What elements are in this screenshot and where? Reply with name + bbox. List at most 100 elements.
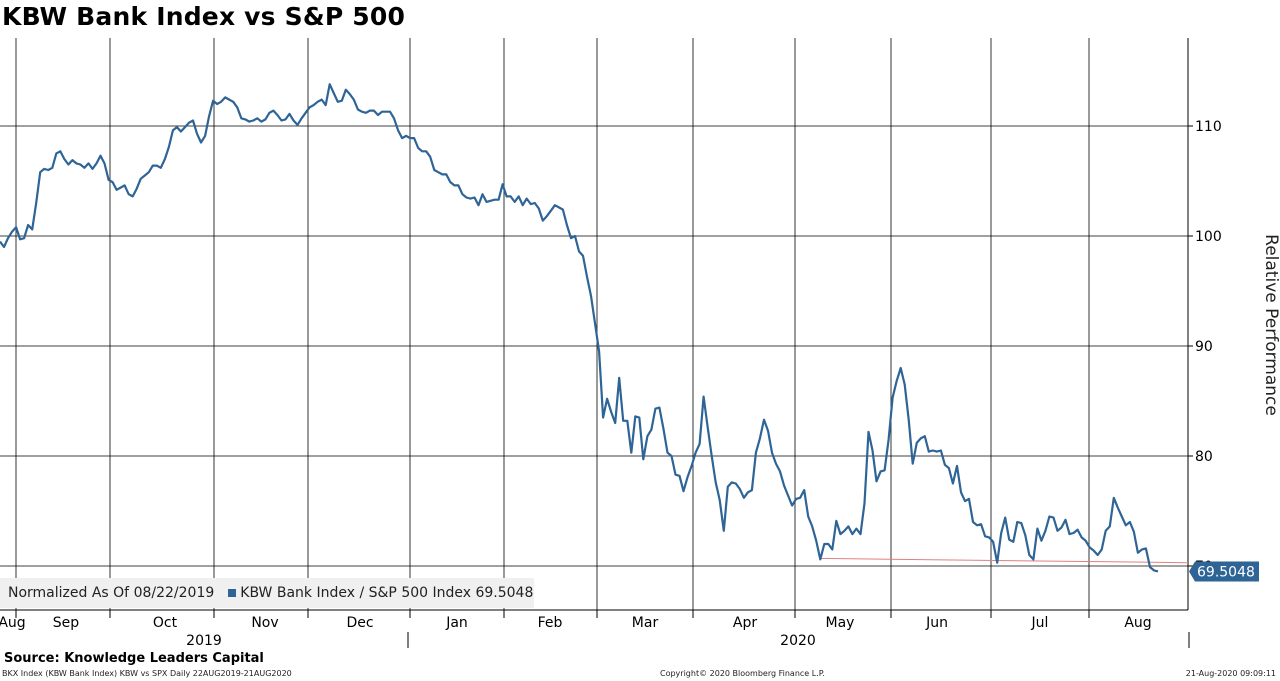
data-point-271 [1089, 546, 1091, 548]
data-point-97 [389, 111, 391, 113]
data-point-172 [691, 465, 693, 467]
data-point-249 [1000, 532, 1002, 534]
data-point-49 [196, 133, 198, 135]
data-point-263 [1057, 530, 1059, 532]
data-point-215 [864, 502, 866, 504]
data-point-72 [289, 113, 291, 115]
data-point-96 [385, 111, 387, 113]
y-axis-label: Relative Performance [1261, 234, 1280, 416]
data-point-103 [413, 137, 415, 139]
data-point-25 [100, 155, 102, 157]
data-point-278 [1117, 507, 1119, 509]
y-tick-label-90: 90 [1195, 339, 1213, 355]
data-point-108 [433, 169, 435, 171]
data-point-268 [1077, 529, 1079, 531]
data-point-6 [23, 237, 25, 239]
data-point-171 [687, 476, 689, 478]
data-point-7 [27, 224, 29, 226]
data-point-217 [872, 450, 874, 452]
chart-title: KBW Bank Index vs S&P 500 [2, 2, 406, 31]
data-point-153 [614, 422, 616, 424]
data-point-235 [944, 464, 946, 466]
data-point-84 [337, 101, 339, 103]
data-point-104 [417, 147, 419, 149]
data-point-257 [1032, 558, 1034, 560]
data-point-190 [763, 419, 765, 421]
data-point-42 [168, 146, 170, 148]
data-point-267 [1073, 532, 1075, 534]
data-point-15 [59, 150, 61, 152]
data-point-19 [75, 162, 77, 164]
data-point-264 [1061, 527, 1063, 529]
data-point-3 [11, 231, 13, 233]
data-point-44 [176, 126, 178, 128]
data-point-241 [968, 498, 970, 500]
data-point-116 [465, 197, 467, 199]
data-point-177 [711, 455, 713, 457]
data-point-143 [574, 235, 576, 237]
data-point-201 [807, 516, 809, 518]
data-point-183 [735, 483, 737, 485]
data-point-33 [132, 195, 134, 197]
data-point-105 [421, 150, 423, 152]
data-point-73 [293, 120, 295, 122]
data-point-196 [787, 495, 789, 497]
data-point-256 [1028, 554, 1030, 556]
data-point-20 [79, 164, 81, 166]
data-point-31 [124, 184, 126, 186]
x-month-label-12: Aug [1124, 615, 1151, 631]
data-point-244 [980, 523, 982, 525]
data-point-89 [357, 109, 359, 111]
data-point-101 [405, 135, 407, 137]
data-point-259 [1040, 540, 1042, 542]
x-month-label-4: Dec [346, 615, 373, 631]
data-point-157 [630, 452, 632, 454]
data-point-71 [285, 118, 287, 120]
data-point-142 [570, 237, 572, 239]
data-point-285 [1145, 547, 1147, 549]
x-month-label-5: Jan [445, 615, 468, 631]
data-point-57 [228, 99, 230, 101]
data-point-272 [1093, 550, 1095, 552]
data-point-242 [972, 521, 974, 523]
footer-timestamp: 21-Aug-2020 09:09:11 [1185, 669, 1276, 678]
data-point-233 [936, 451, 938, 453]
data-point-95 [381, 111, 383, 113]
data-point-179 [719, 499, 721, 501]
data-point-66 [264, 118, 266, 120]
data-point-284 [1141, 549, 1143, 551]
data-point-208 [835, 520, 837, 522]
data-point-36 [144, 175, 146, 177]
data-point-265 [1065, 519, 1067, 521]
data-point-156 [626, 420, 628, 422]
data-point-76 [305, 112, 307, 114]
data-point-35 [140, 178, 142, 180]
support-reference-line [820, 557, 1189, 564]
x-month-label-9: May [826, 615, 855, 631]
data-point-78 [313, 104, 315, 106]
data-point-255 [1024, 534, 1026, 536]
data-point-56 [224, 96, 226, 98]
data-point-59 [236, 106, 238, 108]
data-point-286 [1149, 566, 1151, 568]
data-point-206 [827, 543, 829, 545]
data-point-229 [920, 437, 922, 439]
data-point-126 [506, 195, 508, 197]
data-point-261 [1048, 516, 1050, 518]
data-point-188 [755, 452, 757, 454]
data-point-112 [449, 181, 451, 183]
last-value-badge [1189, 561, 1259, 582]
data-point-220 [884, 469, 886, 471]
data-point-148 [594, 323, 596, 325]
data-point-219 [880, 470, 882, 472]
data-point-79 [317, 101, 319, 103]
data-point-37 [148, 171, 150, 173]
data-point-170 [683, 490, 685, 492]
data-point-200 [803, 489, 805, 491]
data-point-2 [7, 237, 9, 239]
data-point-216 [868, 431, 870, 433]
data-point-176 [707, 426, 709, 428]
data-point-269 [1081, 536, 1083, 538]
data-point-288 [1157, 570, 1159, 572]
data-point-10 [39, 171, 41, 173]
